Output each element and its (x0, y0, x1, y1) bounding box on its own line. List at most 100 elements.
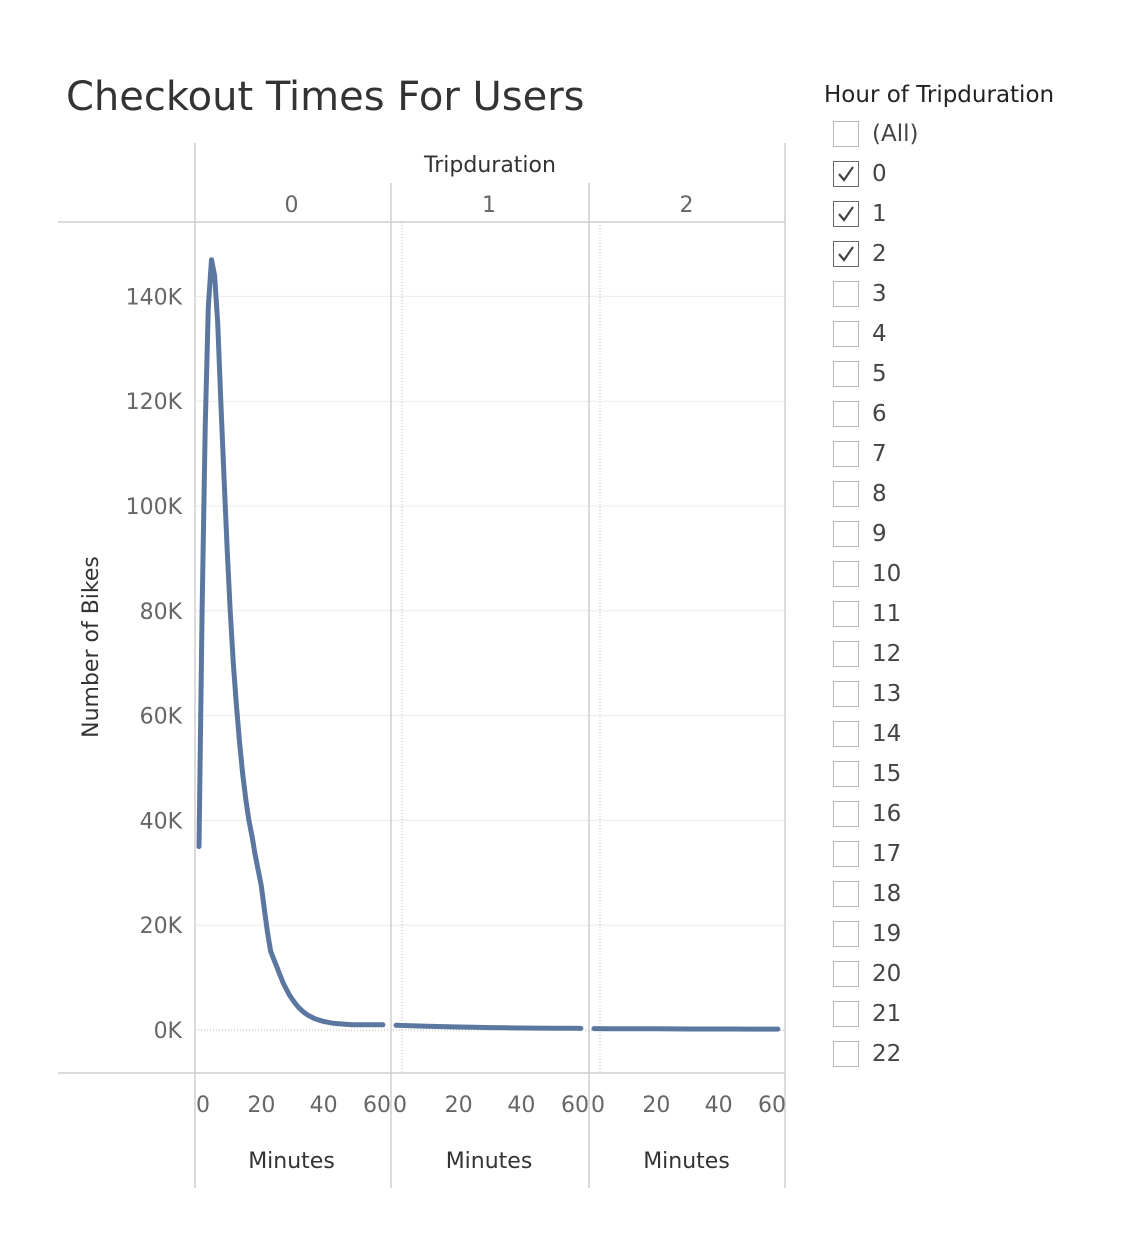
filter-checkbox[interactable] (833, 641, 859, 667)
series-line-panel-2 (591, 1026, 781, 1032)
filter-item-label: 9 (872, 521, 887, 547)
filter-item-label: 8 (872, 481, 887, 507)
filter-item-label: 5 (872, 361, 887, 387)
x-tick-label: 40 (507, 1093, 535, 1118)
filter-checkbox[interactable] (833, 961, 859, 987)
filter-checkbox[interactable] (833, 921, 859, 947)
filter-item-0[interactable]: 0 (824, 154, 1114, 194)
filter-item-label: 19 (872, 921, 902, 947)
filter-item-label: 14 (872, 721, 902, 747)
x-tick-label: 40 (705, 1093, 733, 1118)
filter-item-6[interactable]: 6 (824, 394, 1114, 434)
y-tick-label: 60K (140, 705, 183, 730)
x-tick-label: 20 (247, 1093, 275, 1118)
filter-item-label: 10 (872, 561, 902, 587)
filter-checkbox[interactable] (833, 1001, 859, 1027)
chart-title: Checkout Times For Users (66, 74, 585, 120)
x-tick-label: 20 (445, 1093, 473, 1118)
x-axis-label: Minutes (248, 1149, 335, 1174)
filter-checkbox[interactable] (833, 721, 859, 747)
filter-item-7[interactable]: 7 (824, 434, 1114, 474)
filter-item-14[interactable]: 14 (824, 714, 1114, 754)
filter-item-10[interactable]: 10 (824, 554, 1114, 594)
y-tick-label: 80K (140, 600, 183, 625)
filter-item-3[interactable]: 3 (824, 274, 1114, 314)
filter-checkbox[interactable] (833, 481, 859, 507)
filter-list: (All) 0 1 2 3 4 5 6 7 8 9 10 11 12 13 14 15 16 17 18 19 20 21 2… (824, 114, 1114, 1074)
y-tick-label: 120K (126, 390, 183, 415)
filter-item-15[interactable]: 15 (824, 754, 1114, 794)
filter-checkbox[interactable] (833, 801, 859, 827)
panel-header: 2 (680, 193, 694, 218)
y-tick-label: 140K (126, 285, 183, 310)
filter-checkbox[interactable] (833, 321, 859, 347)
check-icon (838, 166, 854, 182)
filter-item-label: 21 (872, 1001, 902, 1027)
filter-checkbox[interactable] (833, 241, 859, 267)
filter-checkbox[interactable] (833, 361, 859, 387)
filter-item-19[interactable]: 19 (824, 914, 1114, 954)
filter-checkbox[interactable] (833, 841, 859, 867)
filter-item-9[interactable]: 9 (824, 514, 1114, 554)
filter-item-13[interactable]: 13 (824, 674, 1114, 714)
y-axis-label: Number of Bikes (79, 556, 104, 738)
filter-item-label: 1 (872, 201, 887, 227)
filter-item-label: 4 (872, 321, 887, 347)
filter-checkbox[interactable] (833, 521, 859, 547)
filter-item-label: 18 (872, 881, 902, 907)
series-line-panel-1 (393, 1022, 584, 1031)
filter-checkbox[interactable] (833, 401, 859, 427)
x-tick-label: 0 (393, 1093, 407, 1118)
filter-item-label: 20 (872, 961, 902, 987)
filter-item-label: 7 (872, 441, 887, 467)
filter-checkbox[interactable] (833, 881, 859, 907)
check-icon (838, 246, 854, 262)
x-tick-label: 60 (758, 1093, 786, 1118)
filter-item-label: 15 (872, 761, 902, 787)
filter-title: Hour of Tripduration (824, 82, 1055, 108)
x-axis-label: Minutes (446, 1149, 533, 1174)
filter-checkbox[interactable] (833, 681, 859, 707)
panel-header: 0 (285, 193, 299, 218)
y-tick-label: 0K (154, 1019, 183, 1044)
filter-item-4[interactable]: 4 (824, 314, 1114, 354)
filter-item-18[interactable]: 18 (824, 874, 1114, 914)
filter-item-5[interactable]: 5 (824, 354, 1114, 394)
filter-checkbox[interactable] (833, 281, 859, 307)
column-header: Tripduration (423, 153, 556, 178)
filter-item-label: 16 (872, 801, 902, 827)
filter-item-20[interactable]: 20 (824, 954, 1114, 994)
x-tick-label: 0 (196, 1093, 210, 1118)
filter-item-label: 12 (872, 641, 902, 667)
filter-item-label: 0 (872, 161, 887, 187)
filter-item-label: 22 (872, 1041, 902, 1067)
filter-item-17[interactable]: 17 (824, 834, 1114, 874)
filter-item-2[interactable]: 2 (824, 234, 1114, 274)
filter-item-all[interactable]: (All) (824, 114, 1114, 154)
filter-checkbox[interactable] (833, 561, 859, 587)
x-tick-label: 40 (310, 1093, 338, 1118)
filter-item-label: 3 (872, 281, 887, 307)
filter-checkbox[interactable] (833, 441, 859, 467)
filter-checkbox[interactable] (833, 761, 859, 787)
filter-checkbox[interactable] (833, 1041, 859, 1067)
hour-filter: Hour of Tripduration (All) 0 1 2 3 4 5 6 7 8 9 10 11… (824, 82, 1114, 1074)
filter-checkbox[interactable] (833, 161, 859, 187)
filter-item-22[interactable]: 22 (824, 1034, 1114, 1074)
filter-item-label: 6 (872, 401, 887, 427)
filter-item-label: (All) (872, 121, 919, 147)
filter-item-16[interactable]: 16 (824, 794, 1114, 834)
filter-checkbox[interactable] (833, 601, 859, 627)
filter-item-8[interactable]: 8 (824, 474, 1114, 514)
filter-item-1[interactable]: 1 (824, 194, 1114, 234)
y-tick-label: 100K (126, 495, 183, 520)
filter-checkbox[interactable] (833, 121, 859, 147)
filter-item-11[interactable]: 11 (824, 594, 1114, 634)
x-tick-label: 20 (642, 1093, 670, 1118)
filter-item-12[interactable]: 12 (824, 634, 1114, 674)
x-axis-label: Minutes (643, 1149, 730, 1174)
filter-item-21[interactable]: 21 (824, 994, 1114, 1034)
filter-item-label: 13 (872, 681, 902, 707)
filter-checkbox[interactable] (833, 201, 859, 227)
